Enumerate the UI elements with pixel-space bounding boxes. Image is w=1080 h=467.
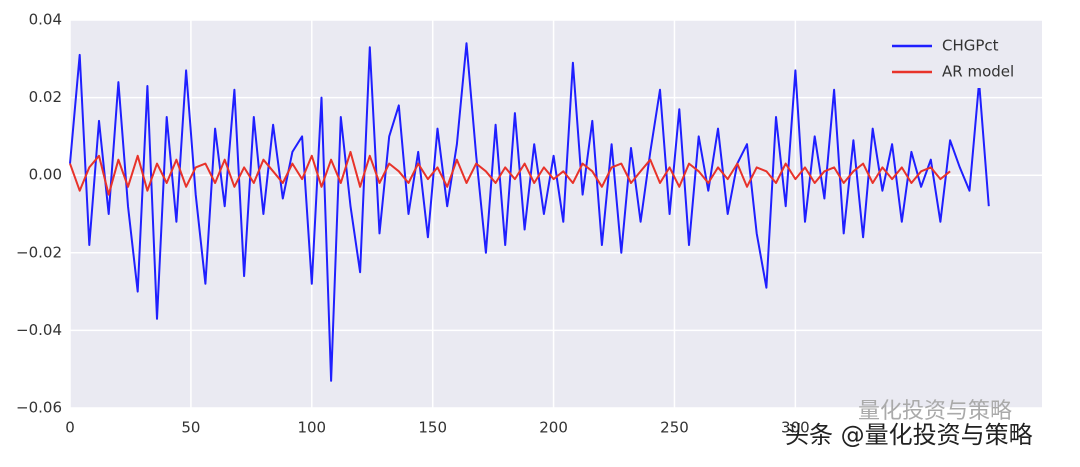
x-tick-label: 250 <box>660 419 689 437</box>
x-tick-label: 0 <box>65 419 75 437</box>
legend-label: CHGPct <box>942 37 999 55</box>
series-line <box>69 42 990 382</box>
y-tick-label: −0.06 <box>16 399 62 417</box>
y-tick-label: 0.02 <box>29 88 62 106</box>
y-tick-label: 0.00 <box>29 166 62 184</box>
watermark: 量化投资与策略 <box>858 399 1012 424</box>
x-tick-label: 150 <box>418 419 447 437</box>
y-tick-label: −0.04 <box>16 321 62 339</box>
y-tick-label: −0.02 <box>16 243 62 261</box>
x-tick-label: 50 <box>181 419 200 437</box>
x-tick-label: 100 <box>297 419 326 437</box>
watermark: 头条 @量化投资与策略 <box>785 421 1033 449</box>
series-line <box>69 150 951 196</box>
x-tick-label: 300 <box>781 419 810 437</box>
legend-label: AR model <box>942 63 1014 81</box>
legend <box>878 30 1033 88</box>
y-tick-label: 0.04 <box>29 11 62 29</box>
x-tick-label: 200 <box>539 419 568 437</box>
